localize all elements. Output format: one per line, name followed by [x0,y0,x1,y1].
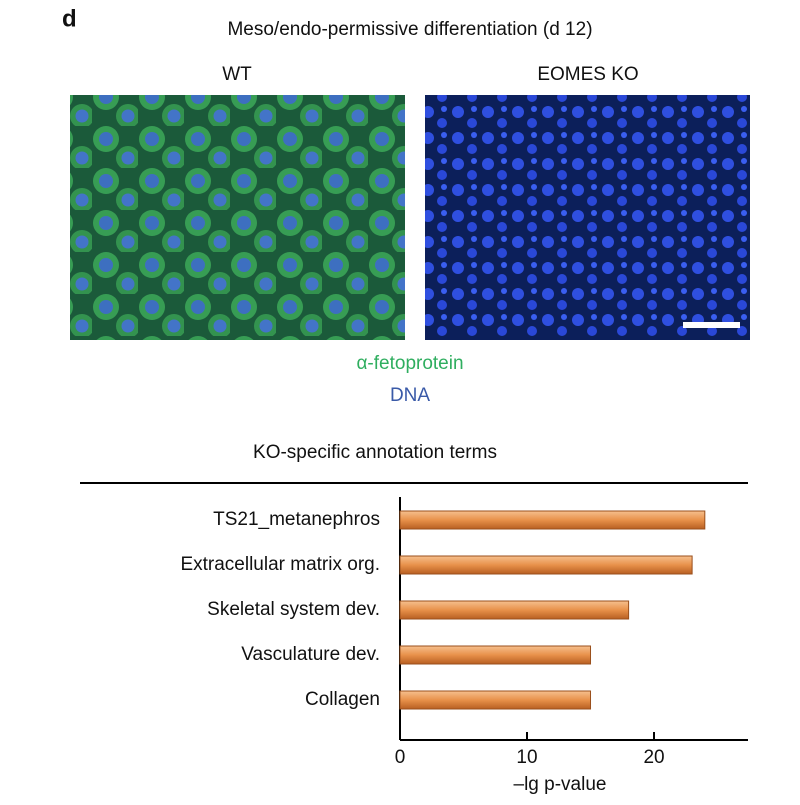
micrograph [70,95,405,340]
y-tick-label: Collagen [305,689,380,710]
legend-text: α-fetoprotein [356,353,463,374]
chart-title: KO-specific annotation terms [253,442,497,463]
scale-bar [683,322,740,328]
y-tick-label: Skeletal system dev. [207,599,380,620]
y-tick-label: Vasculature dev. [241,644,380,665]
bar [399,645,592,665]
x-axis-label: –lg p-value [514,774,607,795]
bar [399,600,630,620]
x-tick-label: 0 [395,747,406,768]
bar [399,690,592,710]
bar [399,510,706,530]
y-tick-label: TS21_metanephros [213,509,380,530]
x-tick-label: 20 [643,747,664,768]
image-label: EOMES KO [537,64,638,85]
y-tick-label: Extracellular matrix org. [180,554,380,575]
image-label: WT [222,64,252,85]
figure-title: Meso/endo-permissive differentiation (d … [227,19,592,40]
bar-chart: 0 10 20 –lg p-value TS21_metanephros Extracel… [180,497,748,795]
legend-text: DNA [390,385,430,406]
x-tick-label: 10 [516,747,537,768]
panel-label: d [62,5,77,32]
micrograph [425,95,750,340]
bar [399,555,693,575]
